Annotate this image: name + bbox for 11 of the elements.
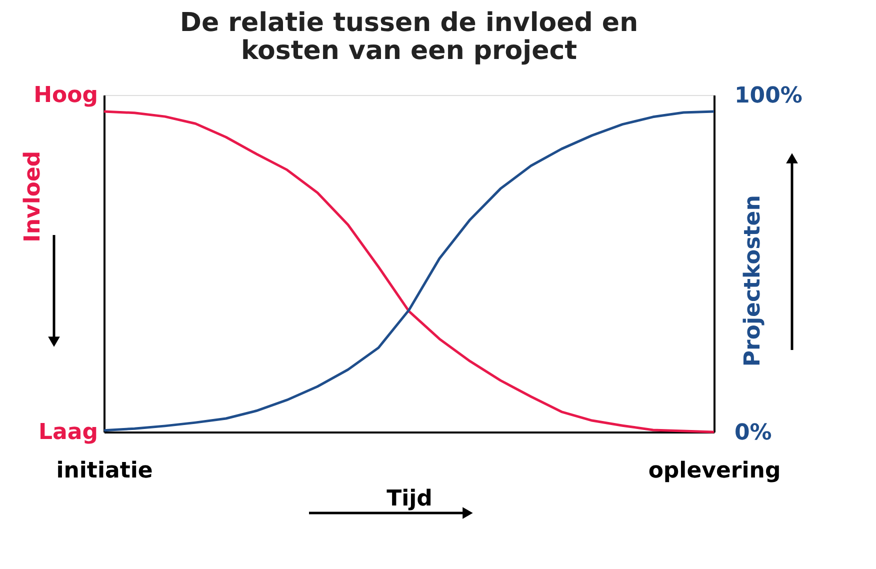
x-tick-label: oplevering — [648, 458, 781, 484]
y2-tick-label: 0% — [734, 420, 772, 446]
text: Hoog — [34, 83, 98, 108]
x-tick-label: initiatie — [56, 458, 153, 484]
x-axis-title: Tijd — [386, 486, 432, 512]
text: kosten van een project — [240, 36, 578, 66]
y2-axis-title: Projectkosten — [740, 195, 766, 367]
y-axis-title: Invloed — [20, 150, 46, 242]
text: Laag — [38, 420, 98, 445]
text: De relatie tussen de invloed en — [180, 8, 638, 38]
y2-tick-label: 100% — [734, 84, 802, 108]
